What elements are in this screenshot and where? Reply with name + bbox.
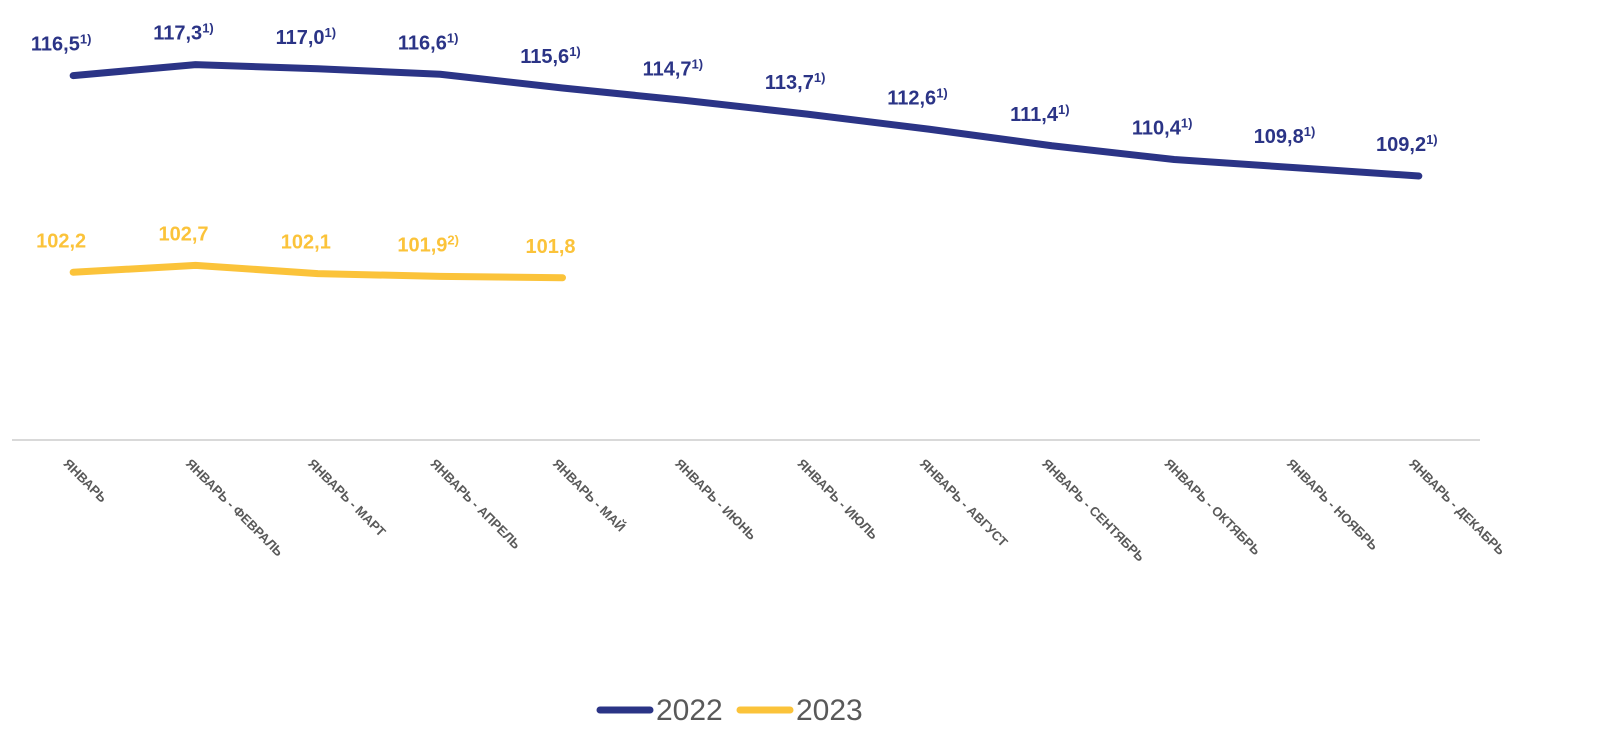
x-tick-label: ЯНВАРЬ - ОКТЯБРЬ: [1162, 456, 1264, 558]
data-label: 102,2: [36, 231, 86, 253]
data-label-note: 1): [202, 21, 214, 36]
x-tick-label: ЯНВАРЬ - НОЯБРЬ: [1284, 456, 1381, 553]
data-label-note: 1): [814, 71, 826, 86]
data-label: 112,61): [887, 86, 948, 110]
x-tick-label: ЯНВАРЬ - ИЮЛЬ: [795, 456, 881, 542]
data-label-value: 117,3: [153, 23, 202, 45]
x-tick-label: ЯНВАРЬ - МАЙ: [550, 456, 628, 534]
data-label-value: 102,1: [281, 232, 331, 254]
data-label-note: 1): [1058, 102, 1070, 117]
data-label-note: 1): [1181, 116, 1193, 131]
x-tick-label: ЯНВАРЬ - СЕНТЯБРЬ: [1039, 456, 1147, 564]
data-label: 101,8: [525, 236, 575, 258]
data-label: 113,71): [765, 71, 826, 95]
data-label-value: 112,6: [887, 88, 936, 110]
data-label-note: 1): [1426, 132, 1438, 147]
data-label: 116,51): [31, 32, 92, 56]
x-tick-label: ЯНВАРЬ - АПРЕЛЬ: [428, 456, 524, 552]
data-label-value: 102,2: [36, 231, 86, 253]
data-label-value: 110,4: [1132, 118, 1182, 140]
data-label-note: 1): [1304, 124, 1316, 139]
data-label-value: 113,7: [765, 72, 814, 94]
data-label: 109,21): [1376, 132, 1438, 156]
data-label: 102,7: [158, 224, 208, 246]
data-label: 116,61): [398, 31, 459, 55]
data-label: 117,01): [276, 25, 337, 49]
data-label-note: 1): [692, 57, 704, 72]
data-label-note: 1): [325, 25, 337, 40]
x-tick-label: ЯНВАРЬ - ДЕКАБРЬ: [1406, 456, 1508, 558]
data-label-value: 101,8: [525, 236, 575, 258]
data-label-value: 115,6: [520, 46, 569, 68]
x-tick-label: ЯНВАРЬ - МАРТ: [305, 456, 389, 540]
series-line: [69, 61, 1423, 180]
x-tick-label: ЯНВАРЬ - ИЮНЬ: [672, 456, 759, 543]
data-label-value: 111,4: [1010, 104, 1059, 126]
data-label: 110,41): [1132, 116, 1193, 140]
data-label: 117,31): [153, 21, 214, 45]
data-label-value: 109,8: [1254, 126, 1304, 148]
data-label: 109,81): [1254, 124, 1316, 148]
data-label: 115,61): [520, 44, 581, 68]
data-label: 101,92): [397, 233, 459, 257]
data-label: 102,1: [281, 232, 331, 254]
x-tick-label: ЯНВАРЬ - ФЕВРАЛЬ: [183, 456, 286, 559]
data-label-note: 2): [447, 233, 459, 248]
data-label: 111,41): [1010, 102, 1069, 126]
data-label-value: 114,7: [643, 59, 692, 81]
data-label: 114,71): [643, 57, 704, 81]
data-label-value: 102,7: [158, 224, 208, 246]
data-label-value: 109,2: [1376, 134, 1426, 156]
data-label-note: 1): [569, 44, 581, 59]
x-tick-label: ЯНВАРЬ - АВГУСТ: [917, 456, 1011, 550]
legend-label: 2022: [656, 694, 723, 727]
x-tick-label: ЯНВАРЬ: [61, 456, 110, 505]
legend-label: 2023: [796, 694, 863, 727]
data-label-value: 117,0: [276, 27, 325, 49]
data-label-value: 116,6: [398, 33, 447, 55]
data-label-note: 1): [936, 86, 948, 101]
data-label-value: 116,5: [31, 34, 80, 56]
data-label-value: 101,9: [397, 235, 447, 257]
data-label-note: 1): [80, 32, 92, 47]
data-label-note: 1): [447, 31, 459, 46]
series-line: [69, 261, 566, 282]
